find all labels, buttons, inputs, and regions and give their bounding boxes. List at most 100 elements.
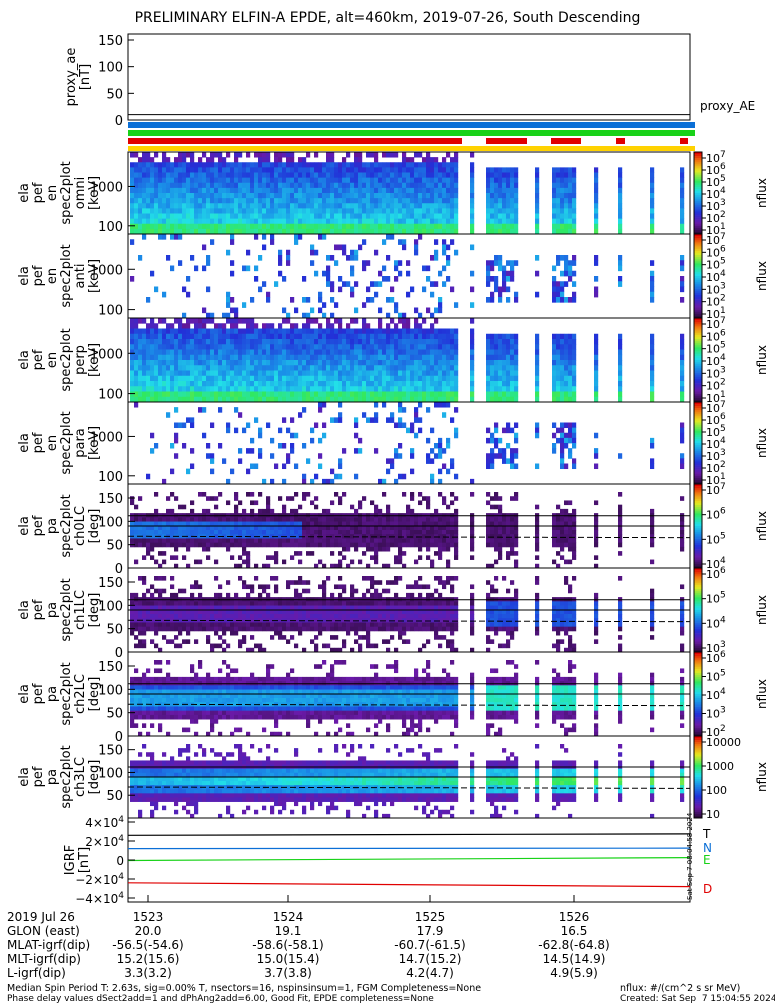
heatmap-cell bbox=[174, 173, 178, 179]
heatmap-cell bbox=[358, 448, 362, 454]
heatmap-cell bbox=[514, 198, 518, 204]
heatmap-cell bbox=[302, 203, 306, 209]
heatmap-cell bbox=[254, 276, 258, 282]
heatmap-cell bbox=[498, 496, 502, 501]
heatmap-cell bbox=[370, 392, 374, 398]
heatmap-cell bbox=[146, 543, 150, 548]
heatmap-cell bbox=[338, 208, 342, 214]
heatmap-cell bbox=[194, 188, 198, 194]
heatmap-cell bbox=[290, 509, 294, 514]
heatmap-cell bbox=[166, 203, 170, 209]
heatmap-cell bbox=[190, 500, 194, 505]
heatmap-cell bbox=[446, 203, 450, 209]
heatmap-cell bbox=[154, 576, 158, 581]
heatmap-cell bbox=[286, 371, 290, 377]
heatmap-cell bbox=[434, 157, 438, 163]
heatmap-cell bbox=[310, 355, 314, 361]
heatmap-cell bbox=[294, 517, 298, 522]
heatmap-cell bbox=[446, 365, 450, 371]
heatmap-cell bbox=[174, 371, 178, 377]
heatmap-cell bbox=[210, 530, 214, 535]
heatmap-cell bbox=[146, 601, 150, 606]
heatmap-cell bbox=[130, 219, 134, 225]
heatmap-cell bbox=[214, 178, 218, 184]
heatmap-cell bbox=[162, 365, 166, 371]
heatmap-cell bbox=[206, 627, 210, 632]
heatmap-cell bbox=[450, 371, 454, 377]
heatmap-cell bbox=[162, 224, 166, 230]
heatmap-cell bbox=[426, 193, 430, 199]
heatmap-cell bbox=[434, 329, 438, 335]
heatmap-cell bbox=[170, 344, 174, 350]
heatmap-cell bbox=[194, 584, 198, 589]
heatmap-cell bbox=[154, 219, 158, 225]
heatmap-cell bbox=[186, 517, 190, 522]
heatmap-cell bbox=[556, 287, 560, 293]
heatmap-cell bbox=[594, 183, 598, 189]
heatmap-cell bbox=[418, 178, 422, 184]
heatmap-cell bbox=[414, 344, 418, 350]
heatmap-cell bbox=[274, 152, 278, 158]
heatmap-cell bbox=[226, 178, 230, 184]
heatmap-cell bbox=[680, 260, 684, 266]
heatmap-cell bbox=[490, 178, 494, 184]
heatmap-cell bbox=[290, 433, 294, 439]
heatmap-cell bbox=[202, 433, 206, 439]
heatmap-cell bbox=[398, 203, 402, 209]
heatmap-cell bbox=[354, 334, 358, 340]
heatmap-cell bbox=[350, 178, 354, 184]
heatmap-cell bbox=[470, 167, 474, 173]
heatmap-cell bbox=[618, 193, 622, 199]
heatmap-cell bbox=[650, 443, 654, 449]
heatmap-cell bbox=[514, 344, 518, 350]
heatmap-cell bbox=[442, 203, 446, 209]
heatmap-cell bbox=[568, 178, 572, 184]
heatmap-cell bbox=[134, 386, 138, 392]
heatmap-cell bbox=[422, 188, 426, 194]
heatmap-cell bbox=[338, 412, 342, 418]
heatmap-cell bbox=[434, 318, 438, 324]
heatmap-cell bbox=[370, 178, 374, 184]
heatmap-cell bbox=[146, 203, 150, 209]
heatmap-cell bbox=[246, 208, 250, 214]
heatmap-cell bbox=[618, 376, 622, 382]
heatmap-cell bbox=[154, 530, 158, 535]
heatmap-cell bbox=[210, 538, 214, 543]
heatmap-cell bbox=[450, 365, 454, 371]
heatmap-cell bbox=[198, 543, 202, 548]
heatmap-cell bbox=[350, 344, 354, 350]
heatmap-cell bbox=[390, 376, 394, 382]
heatmap-cell bbox=[394, 339, 398, 345]
heatmap-cell bbox=[142, 329, 146, 335]
heatmap-cell bbox=[150, 271, 154, 277]
heatmap-cell bbox=[214, 505, 218, 510]
heatmap-cell bbox=[246, 219, 250, 225]
heatmap-panel bbox=[130, 492, 684, 568]
heatmap-cell bbox=[564, 433, 568, 439]
heatmap-cell bbox=[382, 152, 386, 158]
heatmap-cell bbox=[290, 188, 294, 194]
heatmap-cell bbox=[198, 219, 202, 225]
heatmap-cell bbox=[146, 474, 150, 480]
heatmap-cell bbox=[498, 355, 502, 361]
heatmap-cell bbox=[242, 547, 246, 552]
heatmap-cell bbox=[386, 323, 390, 329]
heatmap-cell bbox=[438, 208, 442, 214]
heatmap-cell bbox=[434, 178, 438, 184]
heatmap-cell bbox=[214, 593, 218, 598]
heatmap-cell bbox=[354, 224, 358, 230]
heatmap-cell bbox=[218, 517, 222, 522]
heatmap-cell bbox=[286, 392, 290, 398]
heatmap-cell bbox=[486, 198, 490, 204]
heatmap-cell bbox=[206, 350, 210, 356]
heatmap-cell bbox=[158, 614, 162, 619]
heatmap-cell bbox=[394, 453, 398, 459]
heatmap-cell bbox=[568, 386, 572, 392]
heatmap-cell bbox=[494, 208, 498, 214]
heatmap-cell bbox=[202, 173, 206, 179]
heatmap-cell bbox=[162, 183, 166, 189]
heatmap-cell bbox=[278, 260, 282, 266]
heatmap-cell bbox=[568, 276, 572, 282]
heatmap-cell bbox=[374, 203, 378, 209]
heatmap-cell bbox=[366, 547, 370, 552]
